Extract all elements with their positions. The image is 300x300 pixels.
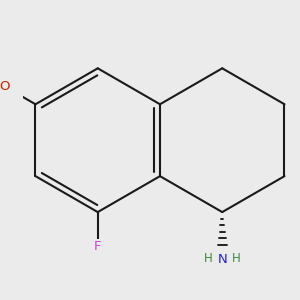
Text: N: N — [218, 253, 227, 266]
Text: H: H — [203, 252, 212, 265]
Text: O: O — [0, 80, 10, 93]
Text: H: H — [232, 252, 241, 265]
Text: F: F — [94, 240, 101, 253]
